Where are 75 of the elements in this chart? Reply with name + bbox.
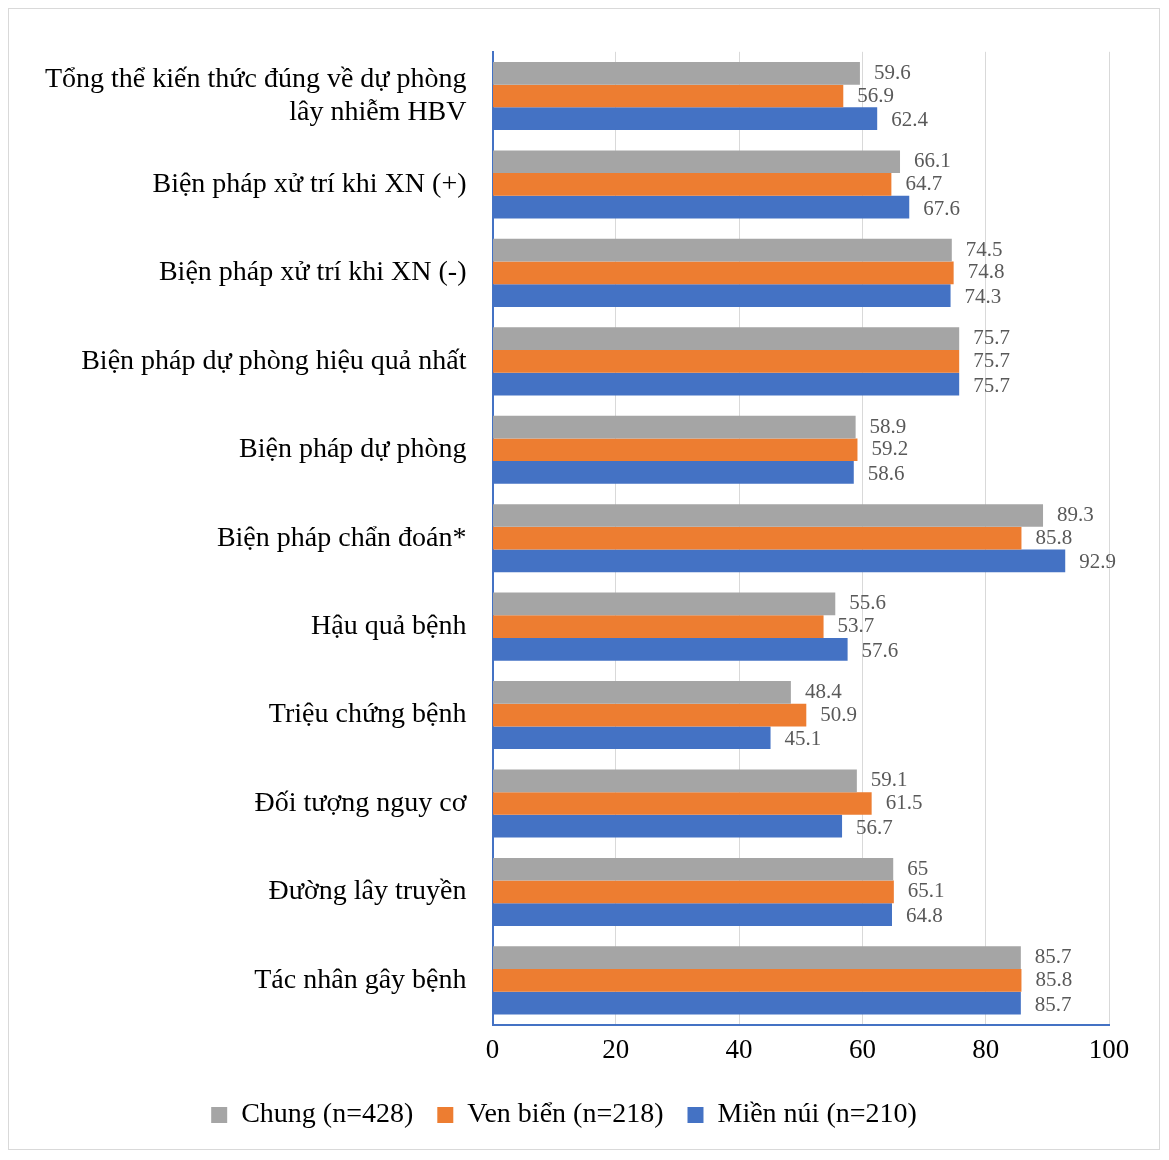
bar <box>493 857 894 881</box>
bar <box>493 150 901 174</box>
data-label: 85.8 <box>1035 524 1073 549</box>
data-label: 61.5 <box>885 790 923 815</box>
data-label: 59.2 <box>871 436 909 461</box>
bar <box>493 592 836 616</box>
data-label: 56.9 <box>857 82 895 107</box>
bar <box>493 792 872 815</box>
data-label: 64.7 <box>905 170 943 195</box>
data-label: 64.8 <box>905 903 943 928</box>
data-label: 89.3 <box>1057 502 1094 527</box>
legend-label: Chung (n=428) <box>241 1097 414 1129</box>
y-tick-label: Biện pháp dự phòng <box>239 432 467 464</box>
bar <box>493 615 824 638</box>
data-label: 74.3 <box>964 284 1002 309</box>
data-label: 67.6 <box>923 195 961 220</box>
y-tick-label: Triệu chứng bệnh <box>268 697 467 729</box>
data-label: 75.7 <box>973 347 1010 372</box>
y-tick-label: Hậu quả bệnh <box>310 609 467 640</box>
bar <box>493 349 960 373</box>
legend-label: Miền núi (n=210) <box>717 1097 917 1129</box>
x-tick-label: 40 <box>725 1033 753 1064</box>
bar <box>493 703 807 727</box>
y-tick-label: Biện pháp dự phòng hiệu quả nhất <box>81 343 467 375</box>
bar <box>493 61 860 85</box>
bar <box>493 681 791 704</box>
bar <box>493 769 857 793</box>
data-label: 50.9 <box>820 701 858 726</box>
data-label: 58.9 <box>869 413 907 438</box>
x-tick-label: 100 <box>1088 1033 1130 1064</box>
y-tick-label: Biện pháp xử trí khi XN (+) <box>152 166 467 198</box>
data-label: 75.7 <box>973 325 1010 350</box>
data-label: 92.9 <box>1079 549 1116 574</box>
data-label: 85.7 <box>1034 991 1072 1016</box>
y-tick-label: Biện pháp chẩn đoán* <box>216 520 467 552</box>
bar <box>493 438 858 462</box>
data-label: 59.6 <box>873 59 911 84</box>
bar <box>493 261 954 285</box>
data-label: 65 <box>907 855 929 880</box>
legend-label: Ven biển (n=218) <box>467 1097 664 1129</box>
data-label: 59.1 <box>870 767 908 792</box>
data-label: 48.4 <box>804 678 843 703</box>
bar <box>493 504 1044 527</box>
x-tick-label: 20 <box>602 1033 630 1064</box>
bar <box>493 946 1021 970</box>
bar <box>493 238 952 262</box>
data-label: 75.7 <box>973 372 1010 397</box>
x-tick-label: 80 <box>972 1033 1000 1064</box>
data-label: 65.1 <box>907 878 945 903</box>
y-tick-label: Đường lây truyền <box>268 874 467 906</box>
data-label: 74.8 <box>967 259 1005 284</box>
data-label: 85.8 <box>1035 966 1073 991</box>
data-label: 53.7 <box>837 613 875 638</box>
y-tick-label: Tác nhân gây bệnh <box>254 962 467 994</box>
data-label: 85.7 <box>1034 944 1072 969</box>
bar <box>493 526 1022 550</box>
data-label: 45.1 <box>784 726 822 751</box>
data-label: 55.6 <box>849 590 887 615</box>
x-tick-label: 60 <box>848 1033 876 1064</box>
y-tick-label: Tổng thể kiến thức đúng về dự phòng lây nhiễm HBV <box>44 61 467 127</box>
bar <box>493 173 892 196</box>
data-label: 56.7 <box>856 814 893 839</box>
bar <box>493 880 894 904</box>
data-label: 57.6 <box>861 637 899 662</box>
data-label: 74.5 <box>965 236 1003 261</box>
bar <box>493 327 960 350</box>
data-label: 66.1 <box>914 148 951 173</box>
bar <box>493 969 1022 992</box>
y-tick-label: Biện pháp xử trí khi XN (-) <box>158 255 467 287</box>
bar <box>493 415 856 439</box>
x-tick-label: 0 <box>485 1033 500 1064</box>
bar <box>493 84 844 108</box>
data-label: 58.6 <box>867 460 905 485</box>
data-label: 62.4 <box>891 107 929 132</box>
y-tick-label: Đối tượng nguy cơ <box>254 785 468 817</box>
